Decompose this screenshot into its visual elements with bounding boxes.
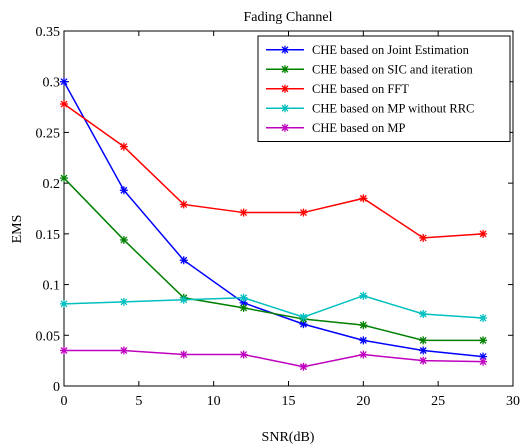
series-5 xyxy=(60,346,488,371)
data-point xyxy=(60,77,68,86)
legend-item: CHE based on SIC and iteration xyxy=(266,62,473,76)
data-point xyxy=(239,350,248,359)
legend: CHE based on Joint Estimation CHE based o… xyxy=(257,35,511,142)
series-2 xyxy=(60,174,488,345)
data-point xyxy=(479,314,488,323)
x-axis-label: SNR(dB) xyxy=(262,430,315,445)
data-point xyxy=(479,336,488,345)
legend-label: CHE based on MP without RRC xyxy=(312,101,474,115)
y-tick-label: 0 xyxy=(53,380,60,395)
legend-label: CHE based on FFT xyxy=(312,82,409,96)
data-point xyxy=(119,235,128,244)
data-point xyxy=(359,336,368,345)
data-point xyxy=(479,229,488,238)
data-point xyxy=(419,336,428,345)
legend-marker xyxy=(281,123,289,132)
data-point xyxy=(299,208,308,217)
series-line xyxy=(64,349,484,368)
data-point xyxy=(299,362,308,371)
x-tick-label: 20 xyxy=(356,394,370,409)
legend-item: CHE based on MP without RRC xyxy=(266,101,474,115)
series-4 xyxy=(60,291,488,323)
data-point xyxy=(359,350,368,359)
legend-label: CHE based on SIC and iteration xyxy=(312,62,473,76)
y-tick-label: 0.15 xyxy=(36,228,61,243)
x-tick-label: 15 xyxy=(282,394,296,409)
data-point xyxy=(179,295,188,304)
data-point xyxy=(60,299,68,308)
y-tick-label: 0.2 xyxy=(43,177,61,192)
y-tick-label: 0.35 xyxy=(36,25,61,40)
data-point xyxy=(359,321,368,330)
data-point xyxy=(299,313,308,322)
y-axis-label: EMS xyxy=(10,215,25,244)
data-point xyxy=(119,346,128,355)
data-point xyxy=(179,350,188,359)
data-point xyxy=(359,291,368,300)
x-tick-label: 0 xyxy=(61,394,68,409)
data-point xyxy=(179,256,188,265)
data-point xyxy=(60,346,68,355)
legend-item: CHE based on FFT xyxy=(266,82,409,96)
series-line xyxy=(63,294,484,319)
data-point xyxy=(419,346,428,355)
data-point xyxy=(419,309,428,318)
data-point xyxy=(179,200,188,209)
x-tick-label: 30 xyxy=(506,394,520,409)
x-tick-label: 5 xyxy=(135,394,142,409)
legend-marker xyxy=(281,104,289,113)
legend-label: CHE based on Joint Estimation xyxy=(312,43,470,57)
y-tick-label: 0.1 xyxy=(43,279,61,294)
chart-title: Fading Channel xyxy=(243,10,332,25)
series-line xyxy=(63,103,484,239)
data-point xyxy=(60,100,68,109)
data-point xyxy=(419,233,428,242)
data-point xyxy=(119,297,128,306)
data-point xyxy=(479,357,488,366)
data-point xyxy=(119,142,128,151)
y-tick-label: 0.3 xyxy=(43,76,61,91)
data-point xyxy=(239,293,248,302)
data-point xyxy=(359,194,368,203)
data-point xyxy=(419,356,428,365)
x-tick-label: 10 xyxy=(207,394,221,409)
series-3 xyxy=(60,100,488,242)
x-tick-label: 25 xyxy=(431,394,445,409)
y-tick-label: 0.05 xyxy=(36,329,61,344)
series-layer xyxy=(60,77,488,371)
legend-label: CHE based on MP xyxy=(312,121,405,135)
data-point xyxy=(299,320,308,329)
data-point xyxy=(239,208,248,217)
series-line xyxy=(63,177,484,342)
legend-marker xyxy=(281,65,289,74)
data-point xyxy=(119,186,128,195)
data-point xyxy=(60,174,68,183)
legend-item: CHE based on Joint Estimation xyxy=(266,43,470,57)
y-tick-label: 0.25 xyxy=(36,126,61,141)
data-point xyxy=(239,303,248,312)
legend-marker xyxy=(281,45,289,54)
legend-marker xyxy=(281,84,289,93)
legend-item: CHE based on MP xyxy=(266,121,405,135)
